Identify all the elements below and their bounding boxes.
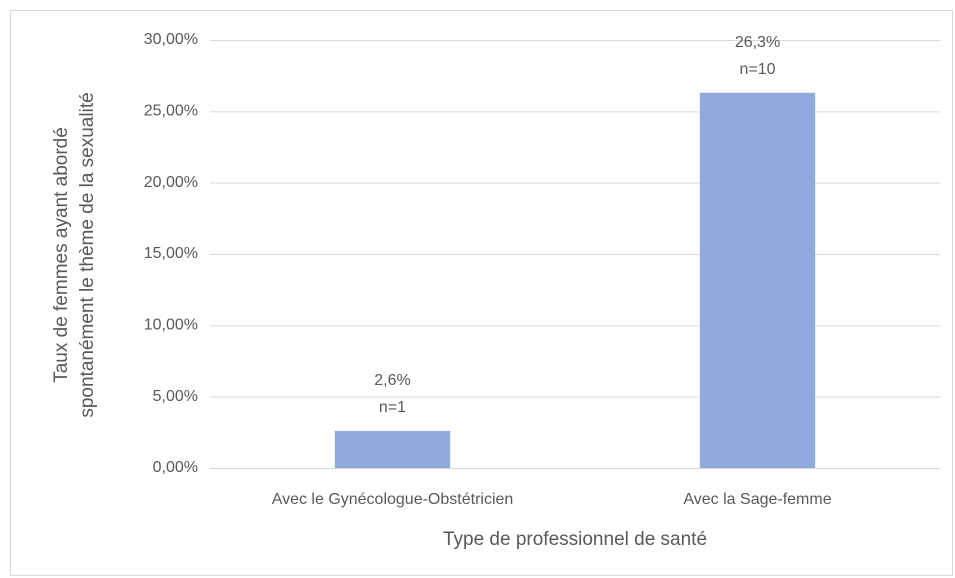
y-tick-label: 5,00%	[153, 388, 198, 405]
x-axis-title: Type de professionnel de santé	[443, 529, 707, 550]
bar	[334, 430, 451, 468]
x-tick-label: Avec la Sage-femme	[683, 491, 831, 508]
y-tick-label: 10,00%	[144, 317, 198, 334]
y-tick-label: 0,00%	[153, 459, 198, 476]
data-label: 2,6%	[374, 372, 410, 389]
bar	[699, 92, 816, 468]
data-annotation: n=1	[379, 399, 406, 416]
y-axis-title: spontanément le thème de la sexualité	[77, 92, 98, 417]
data-label: 26,3%	[735, 34, 780, 51]
y-tick-label: 20,00%	[144, 174, 198, 191]
y-tick-label: 30,00%	[144, 31, 198, 48]
data-annotation: n=10	[739, 61, 775, 78]
y-axis-title: Taux de femmes ayant abordé	[51, 127, 72, 383]
x-tick-label: Avec le Gynécologue-Obstétricien	[272, 491, 514, 508]
y-tick-label: 25,00%	[144, 103, 198, 120]
y-tick-label: 15,00%	[144, 245, 198, 262]
